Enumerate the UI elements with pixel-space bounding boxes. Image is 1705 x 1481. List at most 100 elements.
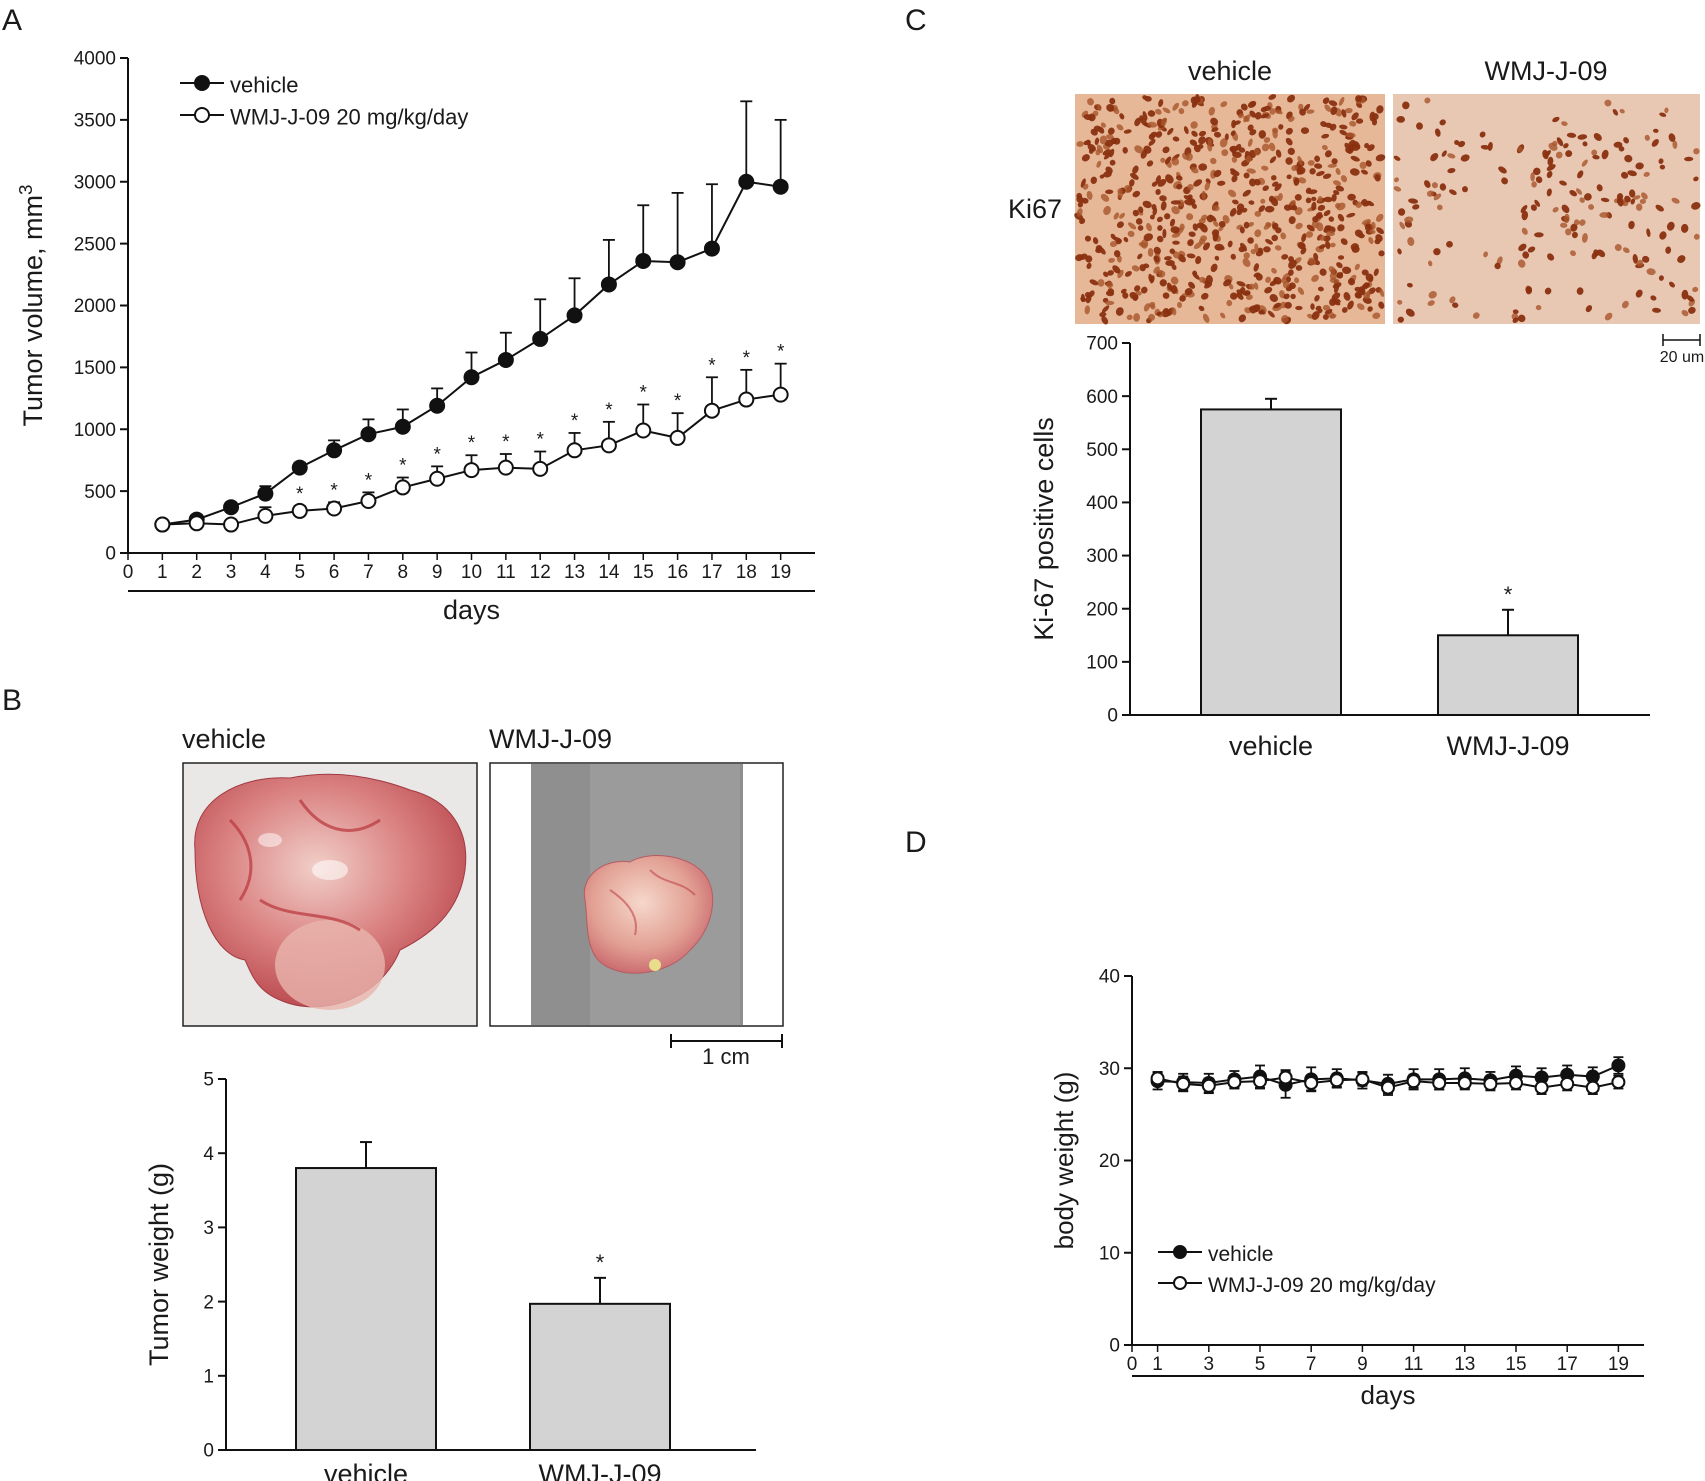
nucleus [1269,280,1277,287]
nucleus [1137,253,1143,260]
y-tick-label: 0 [105,544,116,565]
nucleus [1449,189,1457,196]
nucleus [1258,205,1266,213]
nucleus [1160,201,1167,211]
nucleus [1079,253,1088,260]
nucleus [1359,161,1367,169]
nucleus [1264,286,1273,294]
nucleus [1329,277,1340,284]
nucleus [1301,233,1307,243]
significance-mark: * [468,433,476,454]
nucleus [1191,100,1198,108]
nucleus [1263,105,1271,112]
nucleus [1582,141,1588,147]
nucleus [1439,183,1447,191]
nucleus [1159,279,1167,287]
nucleus [1576,287,1584,295]
nucleus [1107,127,1115,135]
nucleus [1336,262,1343,269]
nucleus [1483,251,1488,258]
legend-marker [194,107,210,123]
nucleus [1103,271,1109,277]
nucleus [1156,311,1162,316]
y-tick-label: 400 [1086,493,1118,514]
nucleus [1361,169,1368,175]
legend-marker [1173,1245,1187,1259]
nucleus [1349,120,1357,127]
micro-vehicle-nuclei [1074,94,1386,325]
nucleus [1250,248,1256,255]
significance-mark: * [571,411,579,432]
x-tick-label: 17 [701,562,722,583]
significance-mark: * [365,470,373,491]
nucleus [1247,237,1254,244]
nucleus [1108,257,1115,263]
nucleus [1361,219,1371,225]
nucleus [1109,240,1118,248]
nucleus [1620,171,1629,179]
nucleus [1151,181,1158,187]
y-tick-label: 600 [1086,387,1118,408]
nucleus [1207,138,1213,146]
nucleus [1692,286,1699,293]
nucleus [1321,144,1328,151]
nucleus [1376,227,1385,235]
nucleus [1198,130,1207,137]
nucleus [1308,257,1317,266]
nucleus [1147,248,1154,257]
nucleus [1288,216,1296,225]
nucleus [1115,307,1124,316]
x-tick-label: 12 [530,562,551,583]
nucleus [1229,208,1237,217]
data-point [463,462,480,479]
legend-label: WMJ-J-09 20 mg/kg/day [1208,1274,1436,1297]
x-tick-label: 3 [226,562,237,583]
nucleus [1311,196,1317,202]
nucleus [1185,152,1193,161]
nucleus [1652,307,1661,313]
data-point [463,369,480,386]
data-point [772,386,789,403]
significance-mark: * [433,444,441,465]
nucleus [1314,214,1324,220]
data-point [497,351,514,368]
nucleus [1571,231,1578,239]
nucleus [1290,293,1296,300]
significance-mark: * [399,456,407,477]
nucleus [1165,174,1174,184]
nucleus [1341,109,1347,118]
y-axis-label: body weight (g) [1049,1072,1079,1250]
nucleus [1162,292,1170,299]
nucleus [1200,235,1208,242]
nucleus [1628,220,1635,230]
nucleus [1646,268,1656,276]
nucleus [1248,200,1255,205]
nucleus [1570,223,1578,232]
nucleus [1198,136,1206,145]
nucleus [1404,216,1414,223]
nucleus [1452,302,1459,308]
nucleus [1664,107,1669,114]
nucleus [1632,254,1638,264]
nucleus [1350,155,1360,162]
nucleus [1534,199,1541,207]
nucleus [1433,193,1442,201]
nucleus [1122,147,1128,154]
nucleus [1588,204,1595,210]
photo-label-vehicle: vehicle [182,724,266,754]
photo-label-treated: WMJ-J-09 [489,724,612,754]
nucleus [1156,235,1164,243]
nucleus [1107,270,1114,276]
nucleus [1116,124,1124,131]
nucleus [1295,265,1303,271]
data-point [257,507,274,524]
nucleus [1336,272,1344,279]
nucleus [1240,103,1248,111]
x-tick-label: 19 [1608,1354,1629,1375]
nucleus [1604,312,1613,321]
nucleus [1365,160,1372,167]
nucleus [1148,139,1156,146]
micro-col-vehicle: vehicle [1188,56,1272,86]
nucleus [1659,231,1667,240]
